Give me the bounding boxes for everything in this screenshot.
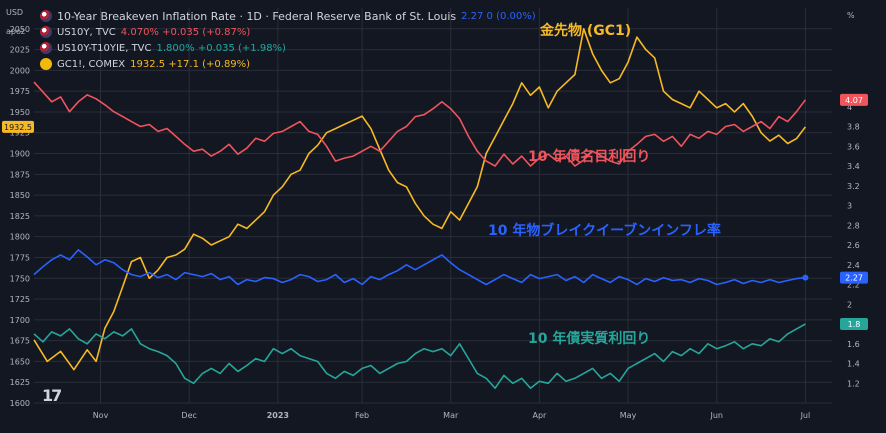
y-left-tick-label: 1725	[10, 295, 30, 304]
legend-real-label: US10Y-T10YIE, TVC	[57, 42, 152, 54]
y-right-tick-label: 3.4	[847, 162, 860, 171]
y-left-tick-label: 1625	[10, 378, 30, 387]
chart-title: 10-Year Breakeven Inflation Rate · 1D · …	[57, 9, 457, 23]
legend-row-us10y[interactable]: US10Y, TVC 4.070% +0.035 (+0.87%)	[40, 24, 536, 40]
last-value-label-breakeven: 2.27	[845, 274, 863, 283]
title-value: 2.27 0 (0.00%)	[461, 10, 536, 22]
y-right-tick-label: 3.2	[847, 182, 860, 191]
y-left-tick-label: 1775	[10, 253, 30, 262]
y-left-tick-label: 1975	[10, 87, 30, 96]
y-right-tick-label: 1.6	[847, 340, 860, 349]
y-left-tick-label: 1600	[10, 399, 30, 408]
y-right-tick-label: 1.2	[847, 379, 860, 388]
y-right-tick-label: 3	[847, 202, 852, 211]
y-right-tick-label: 2.8	[847, 221, 860, 230]
last-value-label-real: 1.8	[848, 320, 861, 329]
x-tick-label: Feb	[355, 411, 369, 420]
y-right-tick-label: 4	[847, 103, 852, 112]
y-right-tick-label: 2.4	[847, 261, 860, 270]
y-right-unit: %	[847, 11, 855, 20]
gold-coin-icon	[40, 58, 52, 70]
us-flag-icon	[40, 10, 52, 22]
series-line-gold	[33, 28, 807, 371]
y-left-tick-label: 2025	[10, 46, 30, 55]
scale-mode-label[interactable]: apoz	[6, 27, 26, 36]
y-right-tick-label: 2	[847, 300, 852, 309]
legend-title-row[interactable]: 10-Year Breakeven Inflation Rate · 1D · …	[40, 8, 536, 24]
legend-us10y-value: 4.070% +0.035 (+0.87%)	[120, 26, 251, 38]
last-value-label-nominal: 4.07	[845, 96, 863, 105]
currency-label[interactable]: USD	[6, 8, 24, 17]
y-left-tick-label: 2000	[10, 66, 30, 75]
legend: 10-Year Breakeven Inflation Rate · 1D · …	[40, 8, 536, 72]
last-value-badge-breakeven	[840, 271, 868, 284]
grid	[34, 8, 832, 404]
y-left-tick-label: 1950	[10, 108, 30, 117]
x-tick-label: Apr	[532, 411, 547, 420]
x-tick-label: Dec	[181, 411, 196, 420]
annotation-real: 10 年債実質利回り	[528, 331, 651, 347]
y-left-tick-label: 1925	[10, 129, 30, 138]
x-tick-label: Jul	[800, 411, 811, 420]
x-tick-label: Nov	[93, 411, 109, 420]
y-left-tick-label: 1700	[10, 316, 30, 325]
last-point-marker	[802, 274, 809, 281]
last-value-badge-real	[840, 318, 868, 330]
last-value-label-gold: 1932.5	[4, 123, 32, 132]
legend-us10y-label: US10Y, TVC	[57, 26, 116, 38]
y-left-tick-label: 1900	[10, 150, 30, 159]
series-line-real	[33, 323, 806, 389]
y-left-tick-label: 1850	[10, 191, 30, 200]
y-left-tick-label: 2050	[10, 25, 30, 34]
y-right-tick-label: 3.8	[847, 123, 860, 132]
us-flag-icon	[40, 42, 52, 54]
last-value-badge-gold	[2, 120, 34, 133]
annotation-nominal: 10 年債名目利回り	[528, 149, 651, 165]
y-right-tick-label: 2.6	[847, 241, 860, 250]
y-left-tick-label: 1800	[10, 233, 30, 242]
legend-row-gold[interactable]: GC1!, COMEX 1932.5 +17.1 (+0.89%)	[40, 56, 536, 72]
tradingview-logo-icon: 17	[42, 386, 62, 405]
annotation-gold: 金先物 (GC1)	[540, 23, 632, 39]
x-tick-label: May	[620, 411, 637, 420]
legend-real-value: 1.800% +0.035 (+1.98%)	[156, 42, 286, 54]
us-flag-icon	[40, 26, 52, 38]
x-tick-label: Mar	[443, 411, 459, 420]
legend-row-real[interactable]: US10Y-T10YIE, TVC 1.800% +0.035 (+1.98%)	[40, 40, 536, 56]
y-left-tick-label: 1825	[10, 212, 30, 221]
series-group	[33, 28, 809, 389]
y-right-tick-label: 3.6	[847, 142, 860, 151]
y-left-tick-label: 1675	[10, 337, 30, 346]
legend-gold-value: 1932.5 +17.1 (+0.89%)	[130, 58, 251, 70]
y-left-tick-label: 1750	[10, 274, 30, 283]
legend-gold-label: GC1!, COMEX	[57, 58, 126, 70]
annotation-breakeven: 10 年物ブレイクイーブンインフレ率	[488, 223, 721, 239]
series-line-breakeven	[33, 249, 806, 286]
y-left-tick-label: 1650	[10, 357, 30, 366]
last-value-badge-nominal	[840, 93, 868, 106]
y-right-tick-label: 2.2	[847, 281, 860, 290]
y-right-tick-label: 1.4	[847, 360, 860, 369]
x-tick-label: Jun	[709, 411, 723, 420]
series-line-nominal	[33, 81, 807, 167]
y-left-tick-label: 1875	[10, 170, 30, 179]
x-tick-label: 2023	[267, 411, 289, 420]
axes: 1600 1625 1650 1675 1700 1725 1750 1775 1800 1825…	[2, 11, 868, 420]
